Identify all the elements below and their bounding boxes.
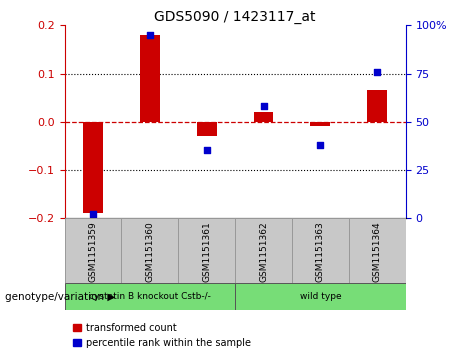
- Point: [146, 32, 154, 38]
- Bar: [235, 218, 292, 283]
- Bar: [349, 218, 406, 283]
- Text: wild type: wild type: [300, 292, 341, 301]
- Bar: [178, 218, 235, 283]
- Point: [203, 147, 210, 153]
- Bar: [65, 283, 235, 310]
- Text: GSM1151364: GSM1151364: [373, 221, 382, 282]
- Text: GSM1151359: GSM1151359: [89, 221, 97, 282]
- Point: [317, 142, 324, 148]
- Bar: [83, 122, 103, 213]
- Title: GDS5090 / 1423117_at: GDS5090 / 1423117_at: [154, 11, 316, 24]
- Bar: [367, 90, 387, 122]
- Text: GSM1151361: GSM1151361: [202, 221, 211, 282]
- Point: [89, 211, 97, 217]
- Point: [373, 69, 381, 74]
- Text: GSM1151360: GSM1151360: [145, 221, 154, 282]
- Bar: [254, 112, 273, 122]
- Legend: transformed count, percentile rank within the sample: transformed count, percentile rank withi…: [70, 319, 255, 351]
- Bar: [310, 122, 331, 126]
- Text: cystatin B knockout Cstb-/-: cystatin B knockout Cstb-/-: [89, 292, 211, 301]
- Text: genotype/variation ▶: genotype/variation ▶: [5, 292, 115, 302]
- Bar: [235, 283, 406, 310]
- Text: GSM1151362: GSM1151362: [259, 221, 268, 282]
- Point: [260, 103, 267, 109]
- Bar: [65, 218, 121, 283]
- Bar: [121, 218, 178, 283]
- Bar: [140, 35, 160, 122]
- Bar: [197, 122, 217, 136]
- Bar: [292, 218, 349, 283]
- Text: GSM1151363: GSM1151363: [316, 221, 325, 282]
